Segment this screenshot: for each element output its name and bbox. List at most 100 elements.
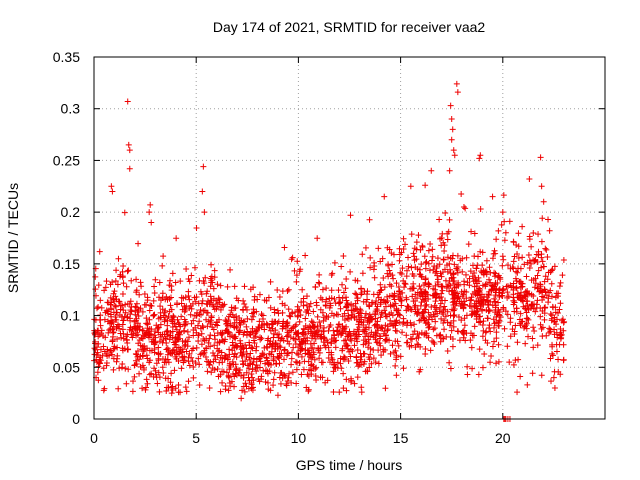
data-point: [479, 322, 486, 329]
data-point: [217, 388, 224, 395]
data-point: [343, 376, 350, 383]
data-point: [166, 336, 173, 343]
data-point: [309, 330, 316, 337]
data-point: [186, 296, 193, 303]
data-point: [458, 190, 465, 197]
data-point: [136, 291, 143, 298]
data-point: [129, 388, 136, 395]
data-point: [141, 342, 148, 349]
data-point: [260, 367, 267, 374]
data-point: [288, 379, 295, 386]
data-point: [268, 361, 275, 368]
data-point: [483, 268, 490, 275]
data-point: [348, 301, 355, 308]
data-point: [239, 351, 246, 358]
data-point: [496, 274, 503, 281]
data-point: [511, 253, 518, 260]
data-point: [517, 278, 524, 285]
data-point: [484, 339, 491, 346]
data-point: [519, 223, 526, 230]
data-point: [553, 329, 560, 336]
data-point: [206, 384, 213, 391]
data-point: [471, 230, 478, 237]
data-point: [357, 356, 364, 363]
data-point: [182, 321, 189, 328]
data-point: [181, 316, 188, 323]
data-point: [447, 270, 454, 277]
data-point: [173, 351, 180, 358]
data-point: [547, 311, 554, 318]
data-point: [294, 330, 301, 337]
data-point: [358, 389, 365, 396]
data-point: [515, 230, 522, 237]
data-point: [95, 363, 102, 370]
data-point: [492, 319, 499, 326]
data-point: [274, 286, 281, 293]
data-point: [351, 342, 358, 349]
data-point: [431, 340, 438, 347]
data-point: [123, 380, 130, 387]
data-point: [274, 307, 281, 314]
data-point: [444, 268, 451, 275]
data-point: [133, 304, 140, 311]
data-point: [276, 374, 283, 381]
data-point: [538, 325, 545, 332]
data-point: [151, 289, 158, 296]
data-point: [299, 286, 306, 293]
data-point: [439, 287, 446, 294]
data-point: [441, 266, 448, 273]
data-point: [504, 289, 511, 296]
data-point: [411, 321, 418, 328]
data-point: [238, 352, 245, 359]
data-point: [249, 328, 256, 335]
plot-frame: [93, 56, 606, 420]
data-point: [249, 345, 256, 352]
data-point: [352, 300, 359, 307]
data-point: [176, 321, 183, 328]
data-point: [231, 283, 238, 290]
data-point: [281, 244, 288, 251]
data-point: [147, 201, 154, 208]
data-point: [215, 295, 222, 302]
data-point: [547, 268, 554, 275]
data-point: [560, 356, 567, 363]
data-point: [504, 262, 511, 269]
data-point: [467, 297, 474, 304]
data-point: [122, 365, 129, 372]
data-point: [319, 286, 326, 293]
data-point: [370, 291, 377, 298]
data-point: [109, 338, 116, 345]
data-point: [225, 329, 232, 336]
data-point: [302, 315, 309, 322]
data-point: [448, 327, 455, 334]
data-point: [371, 262, 378, 269]
data-point: [493, 329, 500, 336]
data-point: [132, 311, 139, 318]
data-point: [559, 272, 566, 279]
data-point: [206, 361, 213, 368]
data-point: [142, 386, 149, 393]
data-point: [372, 359, 379, 366]
data-point: [510, 258, 517, 265]
data-point: [337, 305, 344, 312]
data-point: [412, 344, 419, 351]
data-point: [249, 384, 256, 391]
data-point: [120, 263, 127, 270]
data-point: [292, 336, 299, 343]
data-point: [97, 346, 104, 353]
data-point: [442, 306, 449, 313]
data-point: [492, 250, 499, 257]
data-point: [424, 319, 431, 326]
data-point: [115, 255, 122, 262]
data-point: [151, 346, 158, 353]
data-point: [219, 355, 226, 362]
data-point: [136, 323, 143, 330]
data-point: [441, 303, 448, 310]
data-point: [197, 325, 204, 332]
data-point: [122, 301, 129, 308]
data-point: [529, 370, 536, 377]
data-point: [367, 333, 374, 340]
data-point: [486, 264, 493, 271]
data-point: [293, 278, 300, 285]
